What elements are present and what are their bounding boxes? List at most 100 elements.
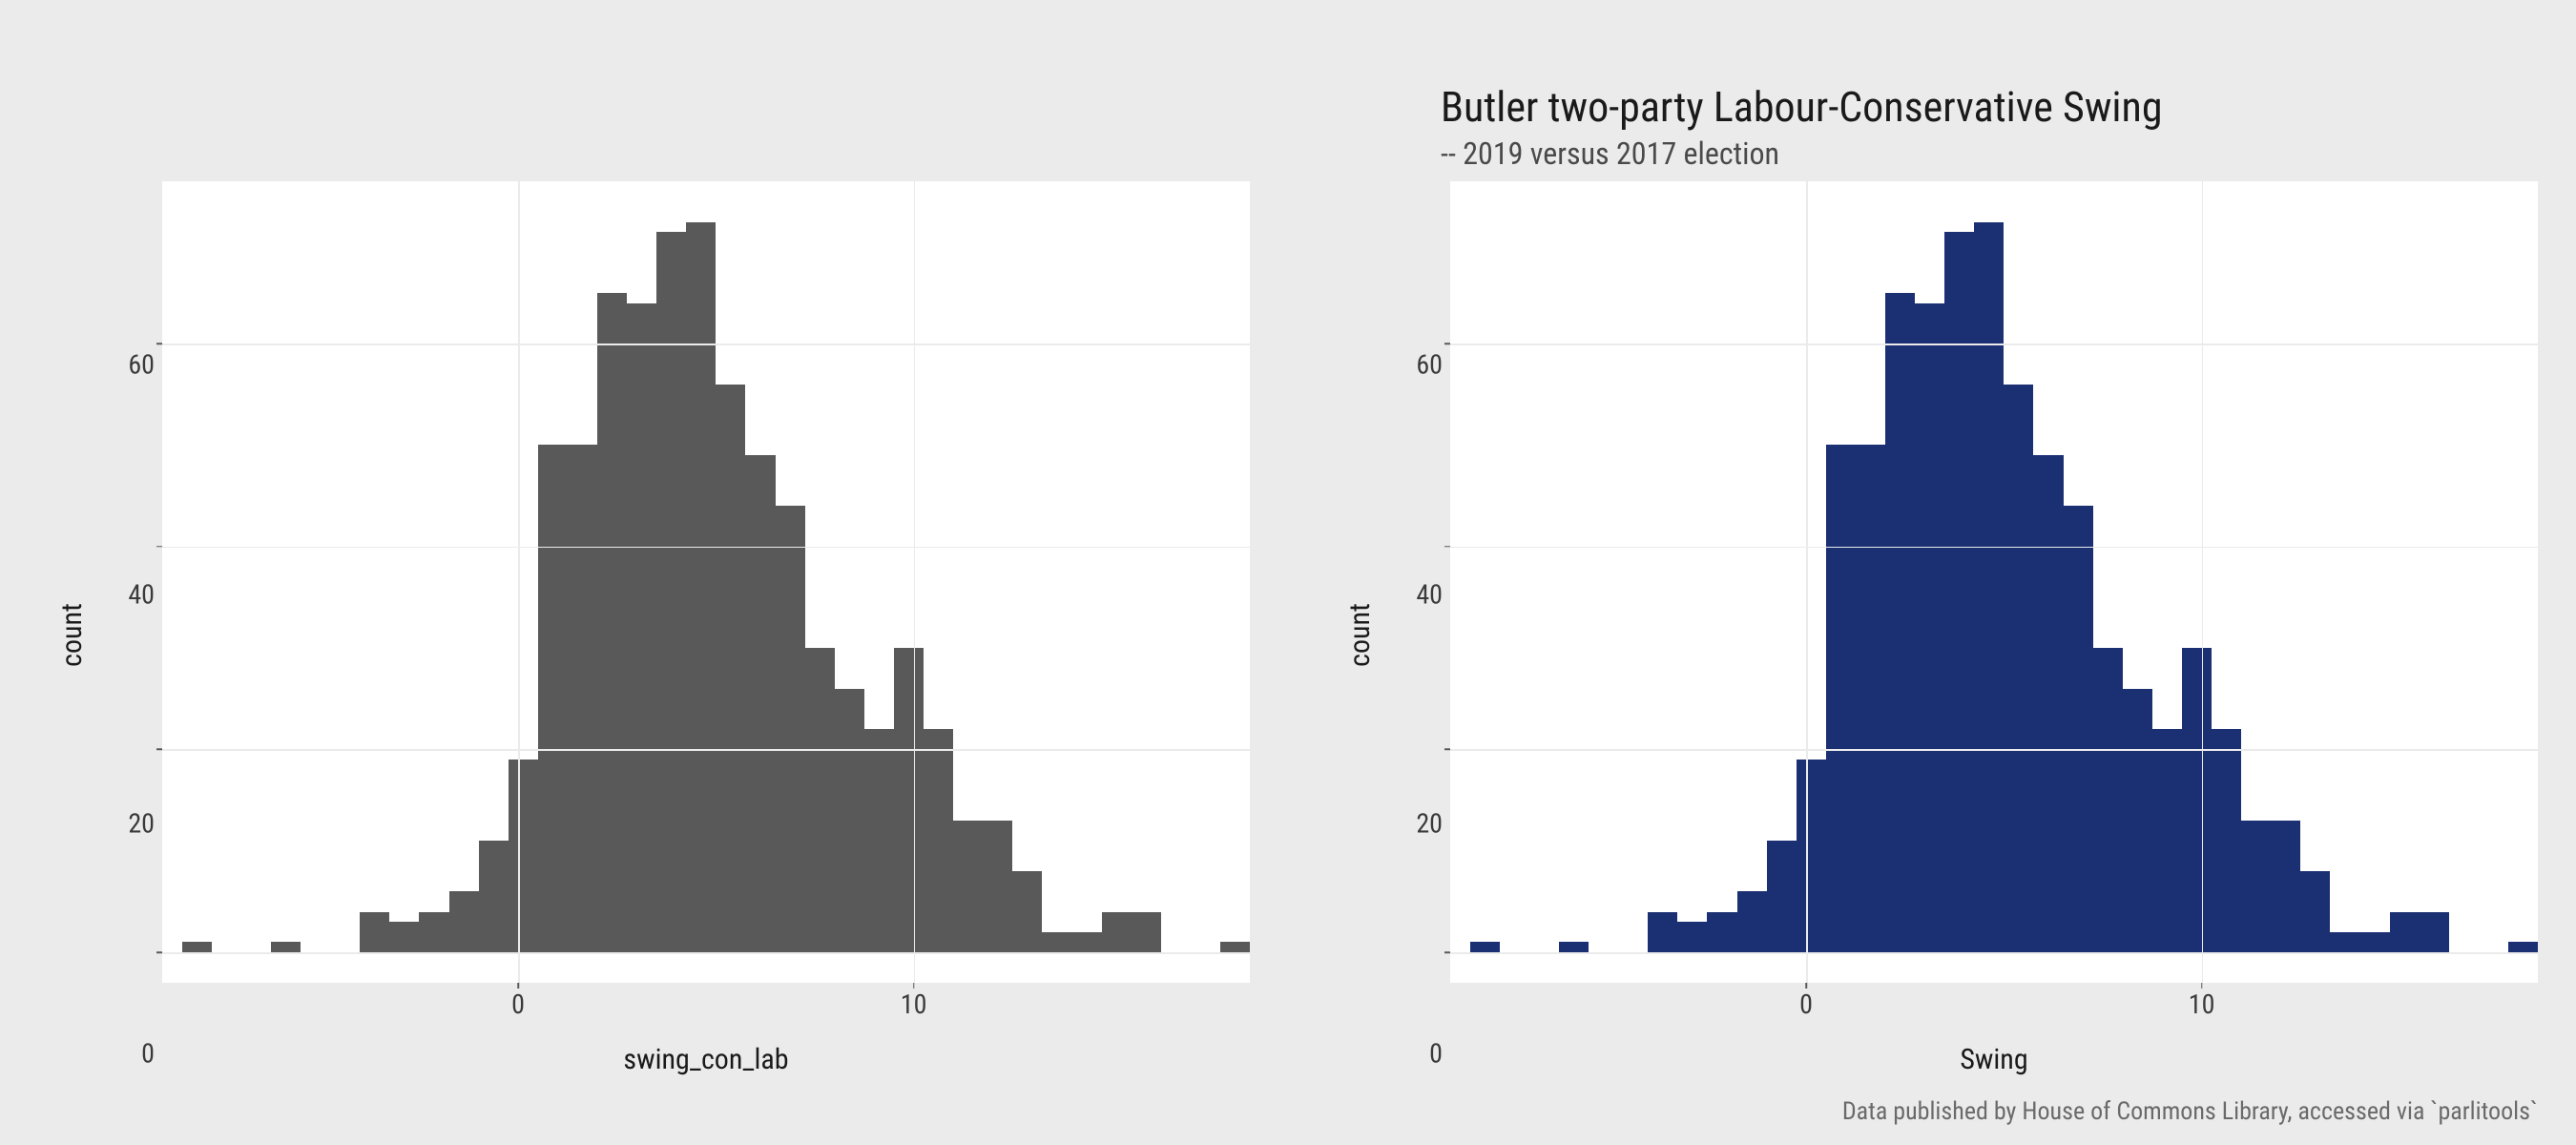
right-xlab-row: Swing: [1450, 1030, 2538, 1088]
right-subtitle: -- 2019 versus 2017 election: [1441, 135, 2538, 172]
histogram-bar: [2241, 821, 2271, 952]
histogram-bar: [2390, 912, 2420, 953]
histogram-bar: [1559, 942, 1589, 952]
ytick-label: 20: [1416, 808, 1443, 840]
grid-line-h: [162, 344, 1250, 345]
left-xtick-labels: 010: [162, 983, 1250, 1030]
ytick-label: 60: [1416, 349, 1443, 381]
left-panel: count 0204060 010 swing_con_lab: [0, 0, 1288, 1145]
histogram-bar: [1470, 942, 1500, 952]
histogram-bar: [1102, 912, 1132, 953]
histogram-bar: [2420, 912, 2449, 953]
ytick-mark: [156, 343, 162, 344]
right-xlabel: Swing: [1960, 1043, 2027, 1076]
histogram-bar: [2330, 932, 2359, 952]
histogram-bar: [2033, 455, 2063, 952]
right-title: Butler two-party Labour-Conservative Swi…: [1441, 84, 2538, 130]
histogram-bar: [2212, 729, 2241, 952]
ytick-label: 60: [128, 349, 155, 381]
ytick-mark: [156, 749, 162, 751]
right-plot-area: [1450, 181, 2538, 983]
histogram-bar: [864, 729, 894, 952]
histogram-bar: [2182, 648, 2212, 952]
histogram-bar: [271, 942, 301, 952]
histogram-bar: [1944, 232, 1974, 952]
histogram-bar: [2152, 729, 2182, 952]
grid-line-v: [1806, 181, 1808, 983]
histogram-bar: [894, 648, 924, 952]
grid-line-h: [162, 749, 1250, 751]
histogram-bar: [2093, 648, 2123, 952]
histogram-bar: [1042, 932, 1071, 952]
ytick-label: 20: [128, 808, 155, 840]
right-bars: [1450, 181, 2538, 983]
histogram-bar: [1826, 445, 1856, 952]
histogram-bar: [983, 821, 1012, 952]
histogram-bar: [597, 293, 627, 952]
left-xlab-row: swing_con_lab: [162, 1030, 1250, 1088]
histogram-bar: [389, 922, 419, 952]
right-ylabel: count: [1342, 603, 1376, 667]
histogram-bar: [1220, 942, 1250, 952]
grid-line-h: [162, 547, 1250, 549]
left-bars: [162, 181, 1250, 983]
left-ylabel: count: [54, 603, 88, 667]
ytick-label: 0: [141, 1037, 155, 1069]
histogram-bar: [182, 942, 212, 952]
histogram-bar: [2508, 942, 2538, 952]
histogram-bar: [538, 445, 568, 952]
histogram-bar: [1797, 760, 1826, 952]
histogram-bar: [953, 821, 983, 952]
histogram-bar: [2271, 821, 2300, 952]
histogram-bar: [1737, 891, 1767, 952]
left-ytick-labels: 0204060: [105, 181, 162, 1088]
histogram-bar: [2300, 871, 2330, 952]
histogram-bar: [1974, 222, 2004, 953]
ytick-mark: [1444, 951, 1450, 953]
histogram-bar: [835, 689, 864, 952]
histogram-bar: [449, 891, 479, 952]
right-xtick-labels: 0 10: [1450, 983, 2538, 1030]
left-plot-col: 010 swing_con_lab: [162, 181, 1250, 1088]
histogram-bar: [1915, 303, 1944, 953]
grid-line-h: [1450, 952, 2538, 954]
xtick-label: 0: [511, 989, 525, 1020]
left-ylab-col: count: [38, 181, 105, 1088]
ytick-label: 40: [1416, 578, 1443, 610]
histogram-bar: [1677, 922, 1707, 952]
histogram-bar: [1012, 871, 1042, 952]
histogram-bar: [745, 455, 775, 952]
histogram-bar: [1071, 932, 1101, 952]
histogram-bar: [1856, 445, 1885, 952]
ytick-mark: [156, 951, 162, 953]
histogram-bar: [656, 232, 686, 952]
histogram-bar: [419, 912, 448, 953]
histogram-bar: [805, 648, 835, 952]
histogram-bar: [716, 385, 745, 952]
right-caption: Data published by House of Commons Libra…: [1842, 1097, 2538, 1126]
histogram-bar: [479, 841, 509, 952]
left-xlabel: swing_con_lab: [623, 1043, 788, 1076]
left-plot-row: count 0204060 010 swing_con_lab: [38, 181, 1250, 1088]
right-titles: Butler two-party Labour-Conservative Swi…: [1326, 38, 2538, 172]
right-panel: Butler two-party Labour-Conservative Swi…: [1288, 0, 2576, 1145]
histogram-bar: [924, 729, 953, 952]
histogram-bar: [1132, 912, 1161, 953]
histogram-bar: [686, 222, 716, 953]
histogram-bar: [1648, 912, 1677, 953]
xtick-label: 0: [1799, 989, 1813, 1020]
right-plot-col: 0 10 Swing: [1450, 181, 2538, 1088]
histogram-bar: [2123, 689, 2152, 952]
grid-line-h: [1450, 344, 2538, 345]
histogram-bar: [627, 303, 656, 953]
ytick-mark: [1444, 546, 1450, 548]
left-plot-area: [162, 181, 1250, 983]
xtick-label: 10: [2189, 989, 2215, 1020]
histogram-bar: [568, 445, 597, 952]
right-ylab-col: count: [1326, 181, 1393, 1088]
figure: count 0204060 010 swing_con_lab Butler t…: [0, 0, 2576, 1145]
histogram-bar: [360, 912, 389, 953]
ytick-mark: [1444, 343, 1450, 344]
histogram-bar: [2064, 506, 2093, 952]
histogram-bar: [1885, 293, 1915, 952]
